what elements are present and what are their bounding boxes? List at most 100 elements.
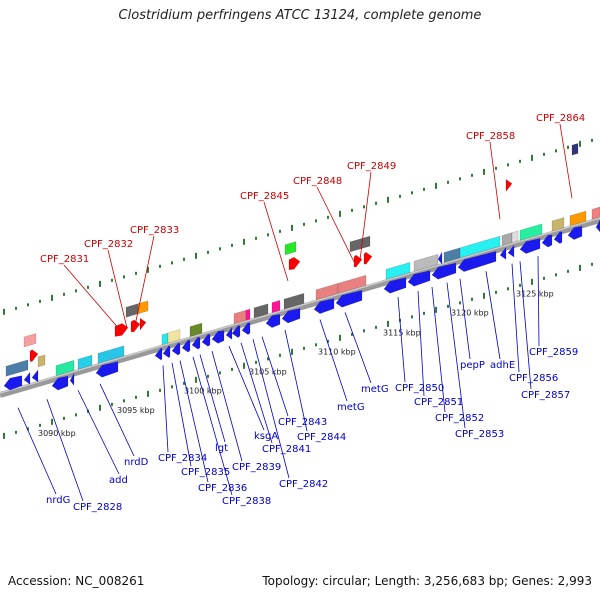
tick-mark: [111, 278, 113, 282]
reverse-gene-feature: [5, 359, 29, 377]
kbp-tick-label: 3090 kbp: [38, 429, 76, 438]
tick-mark: [99, 280, 101, 287]
forward-label-leader: [359, 171, 372, 261]
tick-mark: [387, 320, 389, 327]
tick-mark: [63, 416, 65, 420]
forward-label-leader: [263, 201, 289, 282]
reverse-gene-label: CPF_2838: [222, 496, 271, 507]
kbp-tick-label: 3105 kbp: [249, 367, 287, 376]
genome-backbone: [0, 217, 600, 398]
tick-mark: [27, 303, 29, 307]
page-title: Clostridium perfringens ATCC 13124, comp…: [118, 8, 482, 23]
tick-mark: [339, 334, 341, 341]
tick-mark: [39, 423, 41, 427]
reverse-gene-feature: [245, 308, 251, 321]
tick-mark: [399, 194, 401, 198]
tick-mark: [567, 269, 569, 273]
forward-gene-feature: [125, 302, 141, 318]
reverse-gene-feature: [231, 325, 241, 338]
tick-mark: [243, 238, 245, 245]
tick-mark: [531, 278, 533, 285]
reverse-label-leader: [417, 291, 425, 397]
reverse-gene-feature: [459, 235, 501, 259]
dotted-tick-tracks: [3, 138, 593, 439]
forward-gene-feature: [23, 333, 37, 348]
tick-mark: [579, 264, 581, 271]
tick-mark: [3, 432, 5, 439]
reverse-gene-feature: [241, 322, 251, 335]
tick-mark: [327, 215, 329, 219]
reverse-label-leader: [446, 282, 466, 429]
reverse-gene-label: metG: [361, 384, 389, 395]
tick-mark: [159, 388, 161, 392]
reverse-label-leader: [199, 354, 226, 443]
reverse-gene-label: CPF_2841: [262, 444, 311, 455]
reverse-gene-label: CPF_2839: [232, 462, 281, 473]
reverse-gene-label: nrdD: [124, 457, 149, 468]
accession-text: Accession: NC_008261: [8, 574, 145, 588]
reverse-gene-label: CPF_2856: [509, 373, 558, 384]
tick-mark: [591, 138, 593, 142]
reverse-gene-feature: [77, 354, 93, 370]
reverse-gene-feature: [191, 336, 201, 350]
tick-mark: [147, 266, 149, 273]
reverse-gene-label: CPF_2853: [455, 429, 504, 440]
tick-mark: [39, 299, 41, 303]
reverse-gene-label: CPF_2842: [279, 479, 328, 490]
tick-mark: [75, 289, 77, 293]
reverse-label-leader: [171, 362, 192, 467]
forward-gene-feature: [130, 319, 141, 333]
tick-mark: [183, 381, 185, 385]
reverse-gene-feature: [37, 354, 46, 368]
reverse-gene-feature: [337, 274, 367, 294]
forward-label-leader: [489, 141, 501, 220]
forward-label-leader: [107, 249, 128, 329]
reverse-gene-feature: [271, 299, 281, 314]
reverse-gene-feature: [595, 219, 600, 233]
tick-mark: [555, 149, 557, 153]
reverse-label-leader: [319, 319, 348, 402]
tick-mark: [219, 371, 221, 375]
tick-mark: [567, 145, 569, 149]
tick-mark: [183, 257, 185, 261]
tick-mark: [303, 346, 305, 350]
tick-mark: [387, 196, 389, 203]
tick-mark: [411, 191, 413, 195]
tick-mark: [147, 390, 149, 397]
kbp-tick-label: 3095 kbp: [117, 406, 155, 415]
tick-mark: [27, 427, 29, 431]
reverse-gene-feature: [385, 262, 411, 280]
reverse-gene-label: CPF_2851: [414, 397, 463, 408]
reverse-gene-feature: [567, 225, 583, 240]
reverse-gene-label: CPF_2844: [297, 432, 346, 443]
reverse-gene-label: adhE: [490, 360, 515, 371]
reverse-gene-feature: [55, 360, 75, 377]
reverse-label-leader: [240, 342, 273, 444]
reverse-gene-feature: [23, 371, 31, 385]
forward-gene-label: CPF_2864: [536, 113, 585, 124]
tick-mark: [255, 236, 257, 240]
reverse-gene-feature: [3, 375, 23, 391]
tick-mark: [375, 201, 377, 205]
reverse-label-leader: [211, 351, 243, 462]
reverse-gene-feature: [154, 347, 163, 361]
reverse-label-leader: [537, 256, 540, 347]
tick-mark: [51, 418, 53, 425]
tick-mark: [579, 140, 581, 147]
tick-mark: [327, 339, 329, 343]
forward-gene-label: CPF_2833: [130, 225, 179, 236]
tick-mark: [435, 306, 437, 313]
reverse-gene-feature: [283, 292, 305, 310]
reverse-label-leader: [344, 312, 372, 384]
tick-mark: [51, 294, 53, 301]
tick-mark: [315, 219, 317, 223]
kbp-tick-label: 3110 kbp: [318, 347, 356, 356]
forward-gene-feature: [114, 323, 129, 337]
reverse-label-leader: [77, 390, 120, 475]
backbone-highlight: [0, 217, 600, 394]
reverse-gene-feature: [161, 332, 169, 346]
forward-gene-feature: [505, 178, 513, 193]
kbp-tick-label: 3115 kbp: [383, 328, 421, 337]
reverse-gene-feature: [31, 369, 39, 383]
